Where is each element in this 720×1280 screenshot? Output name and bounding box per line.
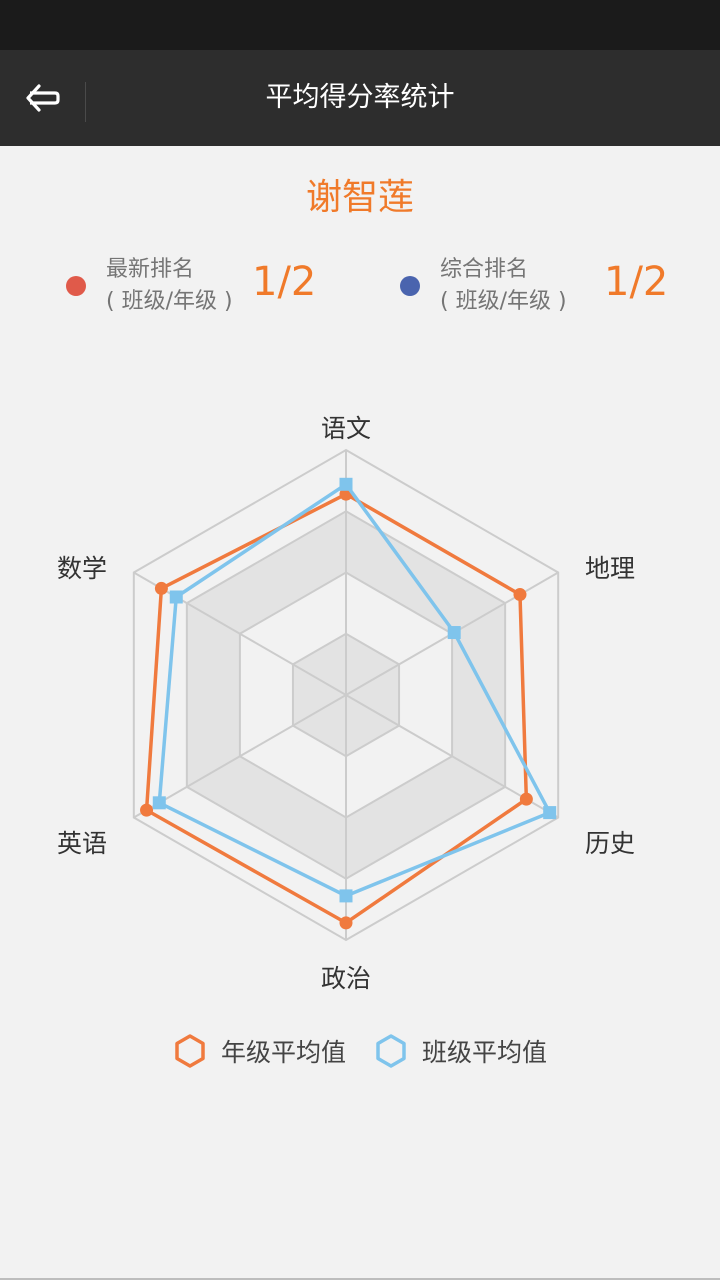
series-0-point-5 [154,581,168,595]
indicator-label-4: 英语 [57,829,107,858]
indicator-label-1: 地理 [585,554,635,583]
latest-rank-label-line1: 最新排名 [106,257,195,282]
latest-rank-label-line2: ( 班级/年级 ) [106,289,233,314]
series-1-point-1 [447,626,461,640]
legend: 年级平均值 班级平均值 [0,1026,720,1076]
header-divider [85,82,86,122]
latest-rank-label: 最新排名 ( 班级/年级 ) [106,254,233,318]
legend-hexagon-icon-grade [175,1034,205,1068]
series-1-point-5 [169,590,183,604]
student-name: 谢智莲 [305,177,414,218]
latest-rank-dot [66,276,86,296]
bottom-edge [0,1278,720,1280]
radar-axis-5 [133,571,347,696]
overall-rank-dot [400,276,420,296]
app-bar: 平均得分率统计 [0,50,720,146]
legend-item-class[interactable]: 班级平均值 [374,1033,547,1069]
overall-rank: 综合排名 ( 班级/年级 ) 1/2 [400,252,700,322]
series-0-point-4 [140,803,154,817]
overall-rank-label-line1: 综合排名 [440,257,529,282]
radar-axis-4 [133,694,347,819]
series-1-point-4 [152,796,166,810]
back-arrow-icon [25,83,61,113]
series-0-point-3 [339,916,353,930]
legend-item-grade[interactable]: 年级平均值 [173,1033,346,1069]
latest-rank: 最新排名 ( 班级/年级 ) 1/2 [66,252,346,322]
series-1-point-0 [339,477,353,491]
status-bar [0,0,720,50]
legend-hexagon-icon-class [376,1034,406,1068]
indicator-label-2: 历史 [585,829,635,858]
overall-rank-value: 1/2 [604,259,669,305]
legend-label-class: 班级平均值 [422,1038,548,1067]
series-1-point-3 [339,889,353,903]
legend-label-grade: 年级平均值 [220,1038,346,1067]
back-button[interactable] [0,50,86,146]
overall-rank-label: 综合排名 ( 班级/年级 ) [440,254,567,318]
series-0-point-1 [513,588,527,602]
series-0-point-2 [519,792,533,806]
indicator-label-5: 数学 [57,554,107,583]
indicator-label-0: 语文 [321,414,371,443]
indicator-label-3: 政治 [321,964,371,993]
overall-rank-label-line2: ( 班级/年级 ) [440,289,567,314]
series-1-point-2 [543,806,557,820]
latest-rank-value: 1/2 [252,259,317,305]
page-title: 平均得分率统计 [265,82,455,113]
